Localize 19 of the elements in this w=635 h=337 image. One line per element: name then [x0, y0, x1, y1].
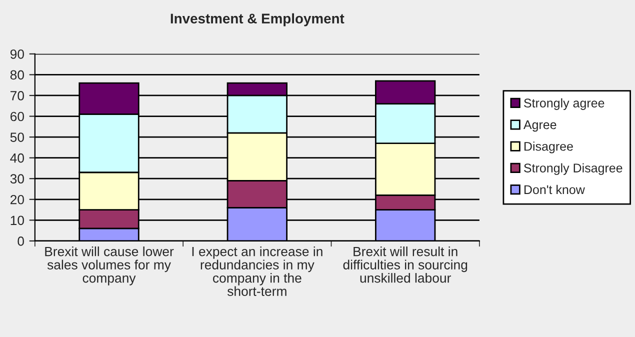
legend-label: Strongly agree [524, 98, 604, 110]
x-tick-label: Brexit will result in difficulties in sourcing unskilled labour [343, 246, 468, 283]
y-tick-label: 60 [10, 112, 24, 122]
y-tick-label: 50 [10, 132, 24, 142]
y-tick-label: 70 [10, 91, 24, 100]
y-tick-label: 10 [10, 216, 24, 226]
legend-label: Don't know [524, 184, 585, 194]
x-tick-label: Brexit will cause lower sales volumes for my company [45, 246, 174, 286]
x-tick-label: I expect an increase in redundancies in my company in the short-term [192, 246, 322, 296]
legend-label: Disagree [524, 142, 573, 154]
legend-label: Strongly Disagree [524, 163, 622, 175]
y-tick-label: 40 [10, 153, 24, 163]
y-tick-label: 80 [10, 70, 24, 80]
chart-title: Investment & Employment [170, 13, 344, 26]
legend-label: Agree [523, 120, 556, 132]
y-tick-label: 30 [10, 174, 24, 184]
y-tick-label: 20 [10, 194, 24, 204]
y-tick-label: 0 [18, 236, 24, 246]
y-tick-label: 90 [10, 49, 24, 59]
